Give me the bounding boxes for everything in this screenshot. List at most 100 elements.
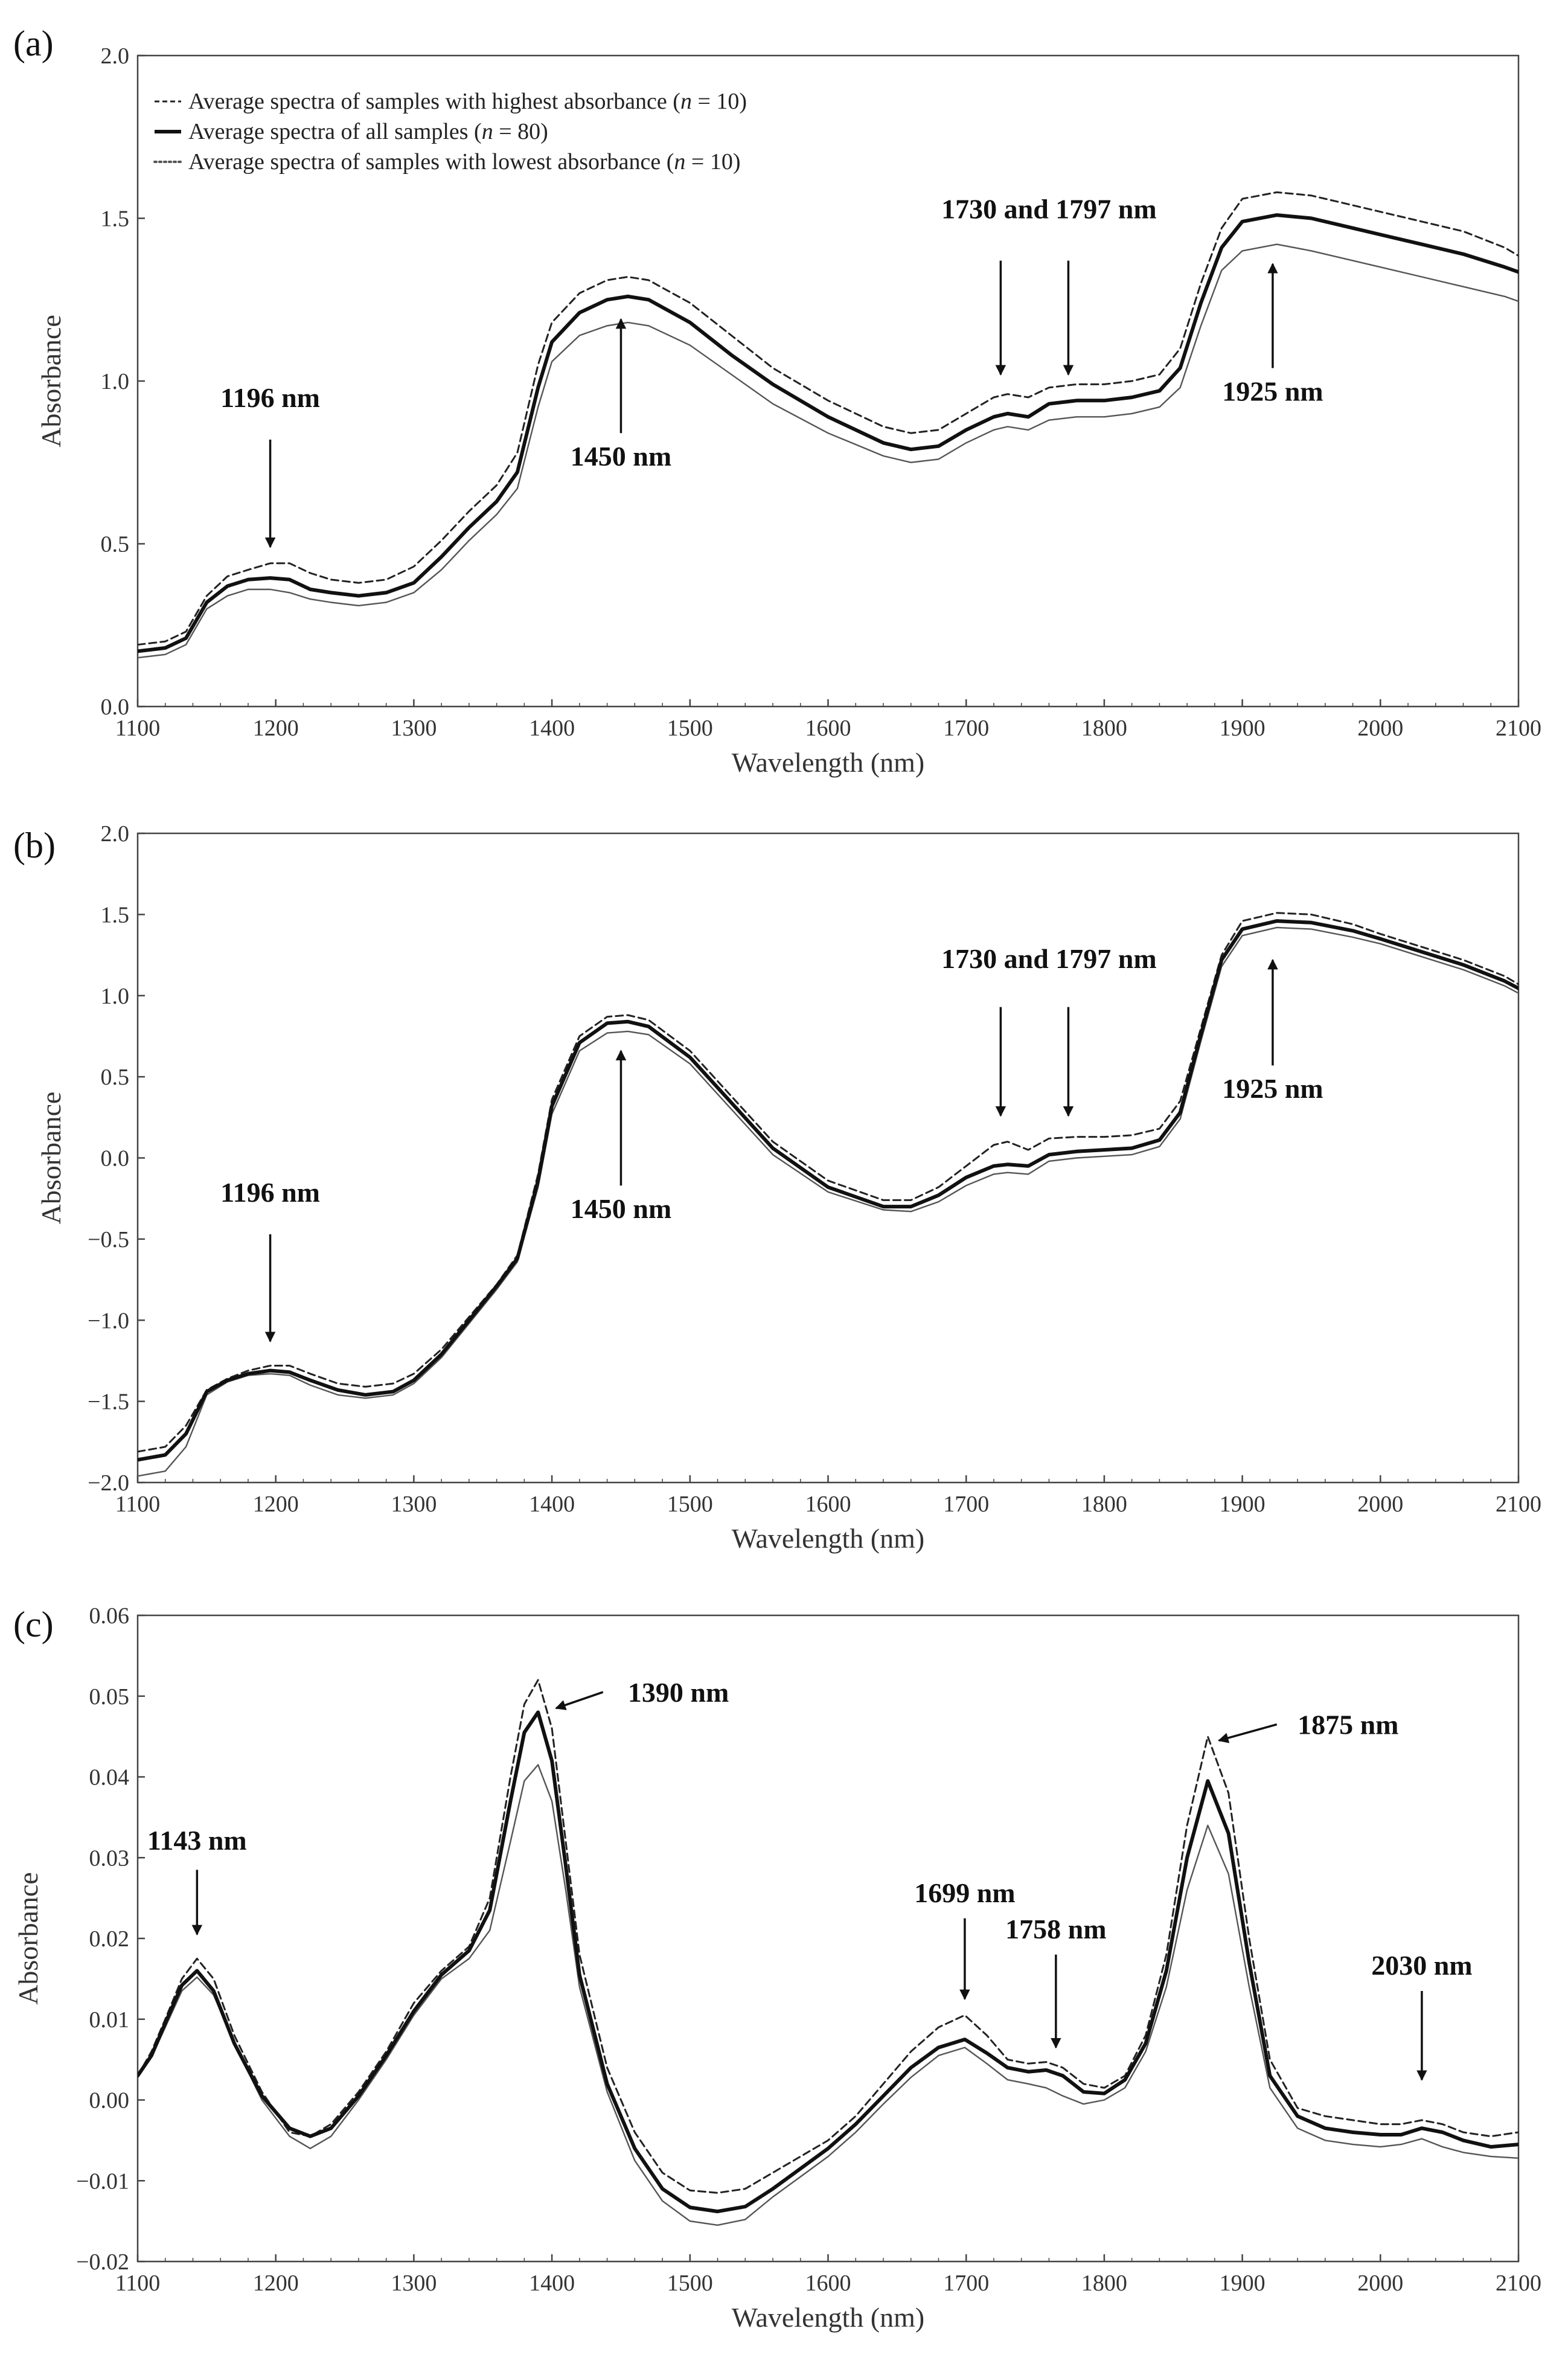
annotation-label: 1699 nm [914,1877,1015,1908]
x-tick-label: 1500 [667,716,713,741]
series-group [138,1679,1518,2226]
x-tick-label: 1900 [1220,716,1266,741]
x-axis-title: Wavelength (nm) [732,747,924,778]
x-tick-label: 1300 [391,1492,437,1517]
x-tick-label: 1300 [391,716,437,741]
annotation-arrow [1218,1723,1278,1743]
y-tick-label: 1.5 [101,207,130,232]
panel-label: (c) [13,1604,54,1644]
x-tick-label: 1700 [943,1492,989,1517]
y-tick-label: 1.5 [101,902,130,928]
y-tick-label: 0.04 [89,1765,130,1790]
x-tick-label: 1200 [253,2271,299,2296]
panel-label: (a) [13,24,54,63]
annotation-label: 1758 nm [1005,1914,1106,1944]
x-tick-label: 1600 [805,2271,851,2296]
x-axis-title: Wavelength (nm) [732,2302,924,2333]
series-line-lowest [138,926,1518,1477]
x-tick-label: 1600 [805,716,851,741]
y-tick-label: −0.5 [88,1227,129,1252]
series-line-all [138,1710,1518,2214]
y-axis-title: Absorbance [36,1092,66,1225]
x-tick-label: 2000 [1357,2271,1403,2296]
legend-entry: Average spectra of samples with lowest a… [188,149,740,175]
x-tick-label: 1600 [805,1492,851,1517]
y-tick-label: −1.5 [88,1390,129,1415]
series-line-lowest [138,1764,1518,2226]
series-group [138,912,1518,1477]
x-tick-label: 1100 [115,2271,161,2296]
x-tick-label: 1800 [1081,2271,1127,2296]
x-tick-label: 1700 [943,2271,989,2296]
legend: Average spectra of samples with highest … [153,89,747,175]
series-line-all [138,919,1518,1462]
x-tick-label: 1500 [667,2271,713,2296]
x-tick-label: 2000 [1357,716,1403,741]
annotation-label: 1875 nm [1298,1710,1398,1740]
y-tick-label: 0.06 [89,1603,130,1629]
y-tick-label: −0.01 [76,2169,129,2194]
x-tick-label: 1800 [1081,716,1127,741]
y-tick-label: 0.01 [89,2007,130,2033]
x-tick-label: 1900 [1220,1492,1266,1517]
x-tick-label: 1500 [667,1492,713,1517]
annotation-label: 1390 nm [628,1677,729,1708]
series-line-highest [138,1679,1518,2194]
y-tick-label: 2.0 [101,43,130,69]
annotation-label: 1450 nm [571,441,671,472]
y-axis-title: Absorbance [13,1872,43,2005]
x-tick-label: 1200 [253,716,299,741]
annotation-label: 1196 nm [220,1177,320,1208]
x-tick-label: 2000 [1357,1492,1403,1517]
x-tick-label: 1400 [529,2271,575,2296]
x-tick-label: 1900 [1220,2271,1266,2296]
panel-c: 1100 1200 1300 1400 1500 1600 1700 1800 1900 2000… [13,1603,1541,2333]
annotation-label: 1925 nm [1222,1073,1323,1104]
y-tick-label: 0.03 [89,1845,130,1871]
x-tick-label: 1200 [253,1492,299,1517]
annotation-arrow [555,1691,604,1710]
x-tick-label: 1700 [943,716,989,741]
series-line-highest [138,912,1518,1453]
series-line-highest [138,191,1518,646]
legend-entry: Average spectra of samples with highest … [188,89,747,114]
panel-b: 1100 1200 1300 1400 1500 1600 1700 1800 1900 2000… [13,821,1541,1554]
y-tick-label: 1.0 [101,369,130,394]
annotation-label: 1196 nm [220,382,320,413]
x-tick-label: 2100 [1496,1492,1541,1517]
x-tick-label: 1400 [529,1492,575,1517]
x-tick-label: 1400 [529,716,575,741]
annotation-label: 2030 nm [1371,1950,1472,1981]
y-tick-label: −0.02 [76,2249,129,2275]
y-tick-label: 0.5 [101,532,130,557]
series-line-all [138,213,1518,653]
series-group [138,191,1518,659]
x-tick-label: 1100 [115,1492,161,1517]
series-line-lowest [138,243,1518,659]
y-tick-label: 1.0 [101,984,130,1009]
y-tick-label: 0.00 [89,2088,130,2114]
annotation-label: 1730 and 1797 nm [941,194,1157,225]
x-tick-label: 1100 [115,716,161,741]
y-tick-label: 0.5 [101,1065,130,1090]
x-tick-label: 2100 [1496,2271,1541,2296]
annotation-label: 1143 nm [147,1825,247,1856]
y-axis-title: Absorbance [36,315,66,447]
x-tick-label: 1800 [1081,1492,1127,1517]
x-tick-label: 2100 [1496,716,1541,741]
y-tick-label: 0.05 [89,1684,130,1710]
y-tick-label: 2.0 [101,821,130,847]
y-tick-label: −1.0 [88,1308,129,1333]
annotation-label: 1450 nm [571,1193,671,1224]
legend-entry: Average spectra of all samples (n = 80) [188,119,548,144]
annotation-label: 1925 nm [1222,376,1323,406]
x-axis-title: Wavelength (nm) [732,1523,924,1554]
panel-label: (b) [13,825,56,865]
y-tick-label: −2.0 [88,1470,129,1496]
panel-a: 1100 1200 1300 1400 1500 1600 1700 1800 1900 2000… [13,24,1541,778]
annotation-label: 1730 and 1797 nm [941,943,1157,974]
y-tick-label: 0.0 [101,694,130,720]
x-tick-label: 1300 [391,2271,437,2296]
y-tick-label: 0.02 [89,1926,130,1952]
